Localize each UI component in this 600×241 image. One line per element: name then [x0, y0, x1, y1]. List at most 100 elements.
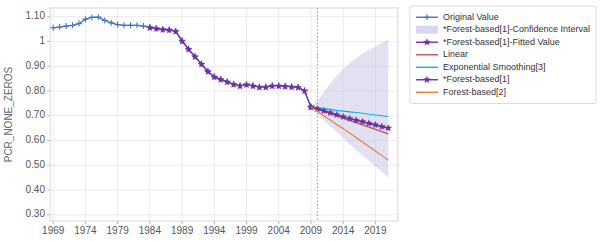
- marker: [204, 68, 211, 75]
- legend-swatch: [416, 67, 438, 68]
- series: [308, 103, 392, 131]
- marker: [230, 81, 237, 88]
- tick: [214, 221, 215, 224]
- legend-swatch-marker: [424, 76, 431, 83]
- marker: [134, 22, 140, 28]
- tick-label: 0.60: [26, 134, 46, 145]
- grid-line: [53, 8, 54, 221]
- grid-line: [278, 8, 279, 221]
- marker: [320, 107, 327, 114]
- marker: [63, 23, 69, 29]
- tick: [47, 140, 50, 141]
- legend-label: *Forest-based[1]-Fitted Value: [443, 37, 560, 47]
- y-axis-label: PCR_NONE_ZEROS: [3, 66, 14, 162]
- tick-label: 1999: [235, 225, 258, 236]
- grid-line: [85, 8, 86, 221]
- grid-line: [149, 8, 150, 221]
- marker: [160, 27, 166, 33]
- legend-frame: [410, 6, 596, 104]
- grid-line: [50, 66, 398, 67]
- legend-swatch: [416, 76, 438, 83]
- marker: [353, 117, 360, 124]
- marker: [378, 123, 385, 130]
- legend-swatch-line: [416, 92, 438, 93]
- tick: [47, 165, 50, 166]
- marker: [327, 109, 334, 116]
- series: [50, 14, 314, 110]
- marker: [237, 83, 243, 89]
- legend-label: *Forest-based[1]: [443, 74, 510, 84]
- marker: [250, 83, 256, 89]
- reference-lines: [317, 8, 318, 221]
- marker: [108, 20, 114, 26]
- series-line: [311, 107, 388, 160]
- plot-data: [50, 8, 391, 221]
- marker: [288, 83, 295, 90]
- marker: [301, 87, 308, 94]
- tick-label: 0.40: [26, 184, 46, 195]
- marker: [269, 83, 275, 89]
- tick-label: 0.70: [26, 109, 46, 120]
- marker: [153, 26, 159, 32]
- tick: [117, 221, 118, 224]
- marker: [276, 83, 282, 89]
- legend-label: Linear: [443, 49, 468, 59]
- marker: [192, 53, 199, 60]
- grid-line: [50, 41, 398, 42]
- chart: 0.300.400.500.600.700.800.9011.101969197…: [0, 0, 600, 241]
- marker: [256, 84, 263, 91]
- marker: [82, 16, 88, 22]
- marker: [263, 84, 269, 90]
- grid-line: [50, 190, 398, 191]
- legend: Original Value*Forest-based[1]-Confidenc…: [410, 6, 596, 104]
- marker: [275, 82, 282, 89]
- legend-label: Forest-based[2]: [443, 87, 506, 97]
- legend-swatch-rect: [416, 26, 438, 34]
- marker: [172, 28, 179, 35]
- marker: [211, 74, 218, 81]
- tick: [375, 221, 376, 224]
- marker: [159, 26, 166, 33]
- marker: [89, 14, 95, 20]
- tick: [47, 214, 50, 215]
- marker: [166, 27, 172, 33]
- marker: [295, 84, 302, 91]
- legend-swatch-marker: [424, 39, 431, 46]
- tick: [343, 221, 344, 224]
- series-line: [150, 28, 311, 107]
- tick: [47, 115, 50, 116]
- grid-line: [246, 8, 247, 221]
- marker: [140, 23, 146, 29]
- marker: [282, 83, 288, 89]
- tick-label: 1994: [203, 225, 226, 236]
- marker: [301, 87, 307, 93]
- legend-label: *Forest-based[1]-Confidence Interval: [443, 24, 590, 34]
- marker: [121, 22, 127, 28]
- grid-line: [214, 8, 215, 221]
- tick-label: 2009: [300, 225, 323, 236]
- marker: [224, 78, 231, 85]
- grid-line: [310, 8, 311, 221]
- marker: [262, 84, 269, 91]
- bands: [311, 39, 388, 177]
- lines: [50, 14, 391, 160]
- tick: [47, 66, 50, 67]
- tick-label: 0.50: [26, 159, 46, 170]
- marker: [340, 113, 347, 120]
- series: [311, 107, 388, 134]
- marker: [359, 118, 366, 125]
- marker: [76, 21, 82, 27]
- marker: [185, 46, 192, 53]
- tick-label: 0.90: [26, 60, 46, 71]
- tick-label: 1984: [139, 225, 162, 236]
- marker: [243, 81, 250, 88]
- tick: [47, 16, 50, 17]
- marker: [217, 76, 224, 83]
- grid-line: [50, 16, 398, 17]
- marker: [256, 84, 262, 90]
- marker: [128, 22, 134, 28]
- confidence-band: [311, 39, 388, 177]
- marker: [346, 115, 353, 122]
- marker: [166, 26, 173, 33]
- marker: [282, 83, 289, 90]
